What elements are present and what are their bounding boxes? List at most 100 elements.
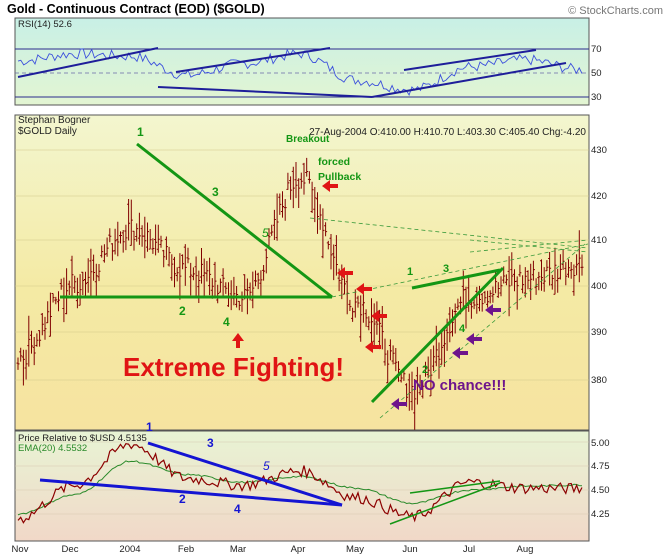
price-bar [281,191,284,218]
price-bar [432,345,436,371]
ema-line [17,460,583,516]
price-bar [81,271,85,295]
price-bar [205,261,209,282]
price-bar [178,253,182,300]
rsi-trendline-4 [371,62,567,98]
price-bar [40,313,44,336]
symbol-label: $GOLD Daily [18,126,77,137]
price-bar [469,301,473,319]
price-bar [399,373,403,383]
pullback-label: Pullback [318,171,361,183]
relative-tick-450: 4.50 [591,485,610,496]
price-bar [353,289,357,318]
price-bar [499,276,503,297]
price-bar [367,316,371,331]
price-bar [194,256,198,296]
price-bar [545,260,549,272]
price-bar [237,300,241,311]
price-bar [121,230,125,253]
ema-label: EMA(20) 4.5532 [18,443,87,454]
arrows [232,180,501,410]
no-chance-label: NO chance!!! [413,377,506,394]
price-bar [299,172,303,189]
price-bar [575,254,579,276]
price-bar [310,181,314,213]
price-bar [553,247,557,295]
price-bar [572,264,576,296]
price-bar [164,236,168,260]
uptrend-line-top [411,268,501,290]
price-bar [162,249,166,268]
price-tick-400: 400 [591,281,607,292]
price-bar [78,274,82,306]
price-bar [67,280,71,295]
x-label-apr: Apr [291,544,306,555]
price-bar [46,301,50,324]
rsi-trendline-2 [175,47,331,73]
price-bar [356,295,360,308]
price-bar [437,342,441,379]
wave-label-r4: 4 [459,323,466,335]
price-bar [421,381,425,399]
relative-wave-labels: 1 2 3 4 5 [146,420,270,516]
price-bar [270,224,274,236]
price-bar [391,345,395,365]
price-bar [119,231,122,244]
red-arrow-left-icon [365,341,381,353]
rsi-trendline-1 [17,47,159,78]
x-label-aug: Aug [517,544,534,555]
price-bar [92,254,96,281]
price-bar [181,254,185,270]
price-bar [440,331,444,365]
price-gridlines [15,149,589,381]
price-bar [380,306,384,350]
price-bar [526,270,530,290]
price-bar [537,271,541,291]
price-bar [218,278,222,293]
price-bar [386,350,390,384]
relative-wave-label-3: 3 [207,436,214,450]
price-bar [116,221,120,257]
red-arrow-up-icon [232,333,244,348]
price-bar [297,178,301,208]
price-bar [105,237,109,257]
forced-label: forced [318,156,350,168]
price-bar [124,224,128,251]
price-bar [475,286,479,314]
extreme-fighting-headline: Extreme Fighting! [123,352,344,382]
wave-labels-right: 1 2 3 4 [407,263,466,376]
rsi-label: RSI(14) 52.6 [18,19,72,30]
price-tick-420: 420 [591,191,607,202]
price-bar [415,366,419,405]
uptrend-line-bottom [370,266,505,404]
price-bar [321,208,325,259]
relative-green-line-1 [409,480,501,494]
relative-wave-label-2: 2 [179,492,186,506]
price-bar [326,240,330,250]
price-bar [286,172,290,190]
price-bar [54,296,58,305]
price-bar [488,290,492,304]
price-bar [27,315,31,367]
dashed-fan-line-2 [469,239,589,253]
price-bar [491,286,495,303]
price-bar [221,268,225,298]
price-bar [135,223,139,242]
price-bar [186,247,190,264]
price-bar [448,307,452,343]
price-bar [434,325,438,367]
price-bar [86,258,90,293]
price-bar [75,277,79,309]
relative-tick-475: 4.75 [591,461,610,472]
relative-trendlines [39,441,501,525]
price-bar [57,291,60,312]
price-tick-430: 430 [591,145,607,156]
relative-blue-line-2 [39,478,343,507]
relative-wave-label-5: 5 [263,459,270,473]
red-arrow-left-icon [371,310,387,322]
price-bar [137,212,141,245]
x-label-mar: Mar [230,544,246,555]
x-axis-labels: Nov Dec 2004 Feb Mar Apr May Jun Jul Aug [12,544,534,555]
price-bars [16,157,584,430]
wave-label-r2: 2 [422,364,428,376]
